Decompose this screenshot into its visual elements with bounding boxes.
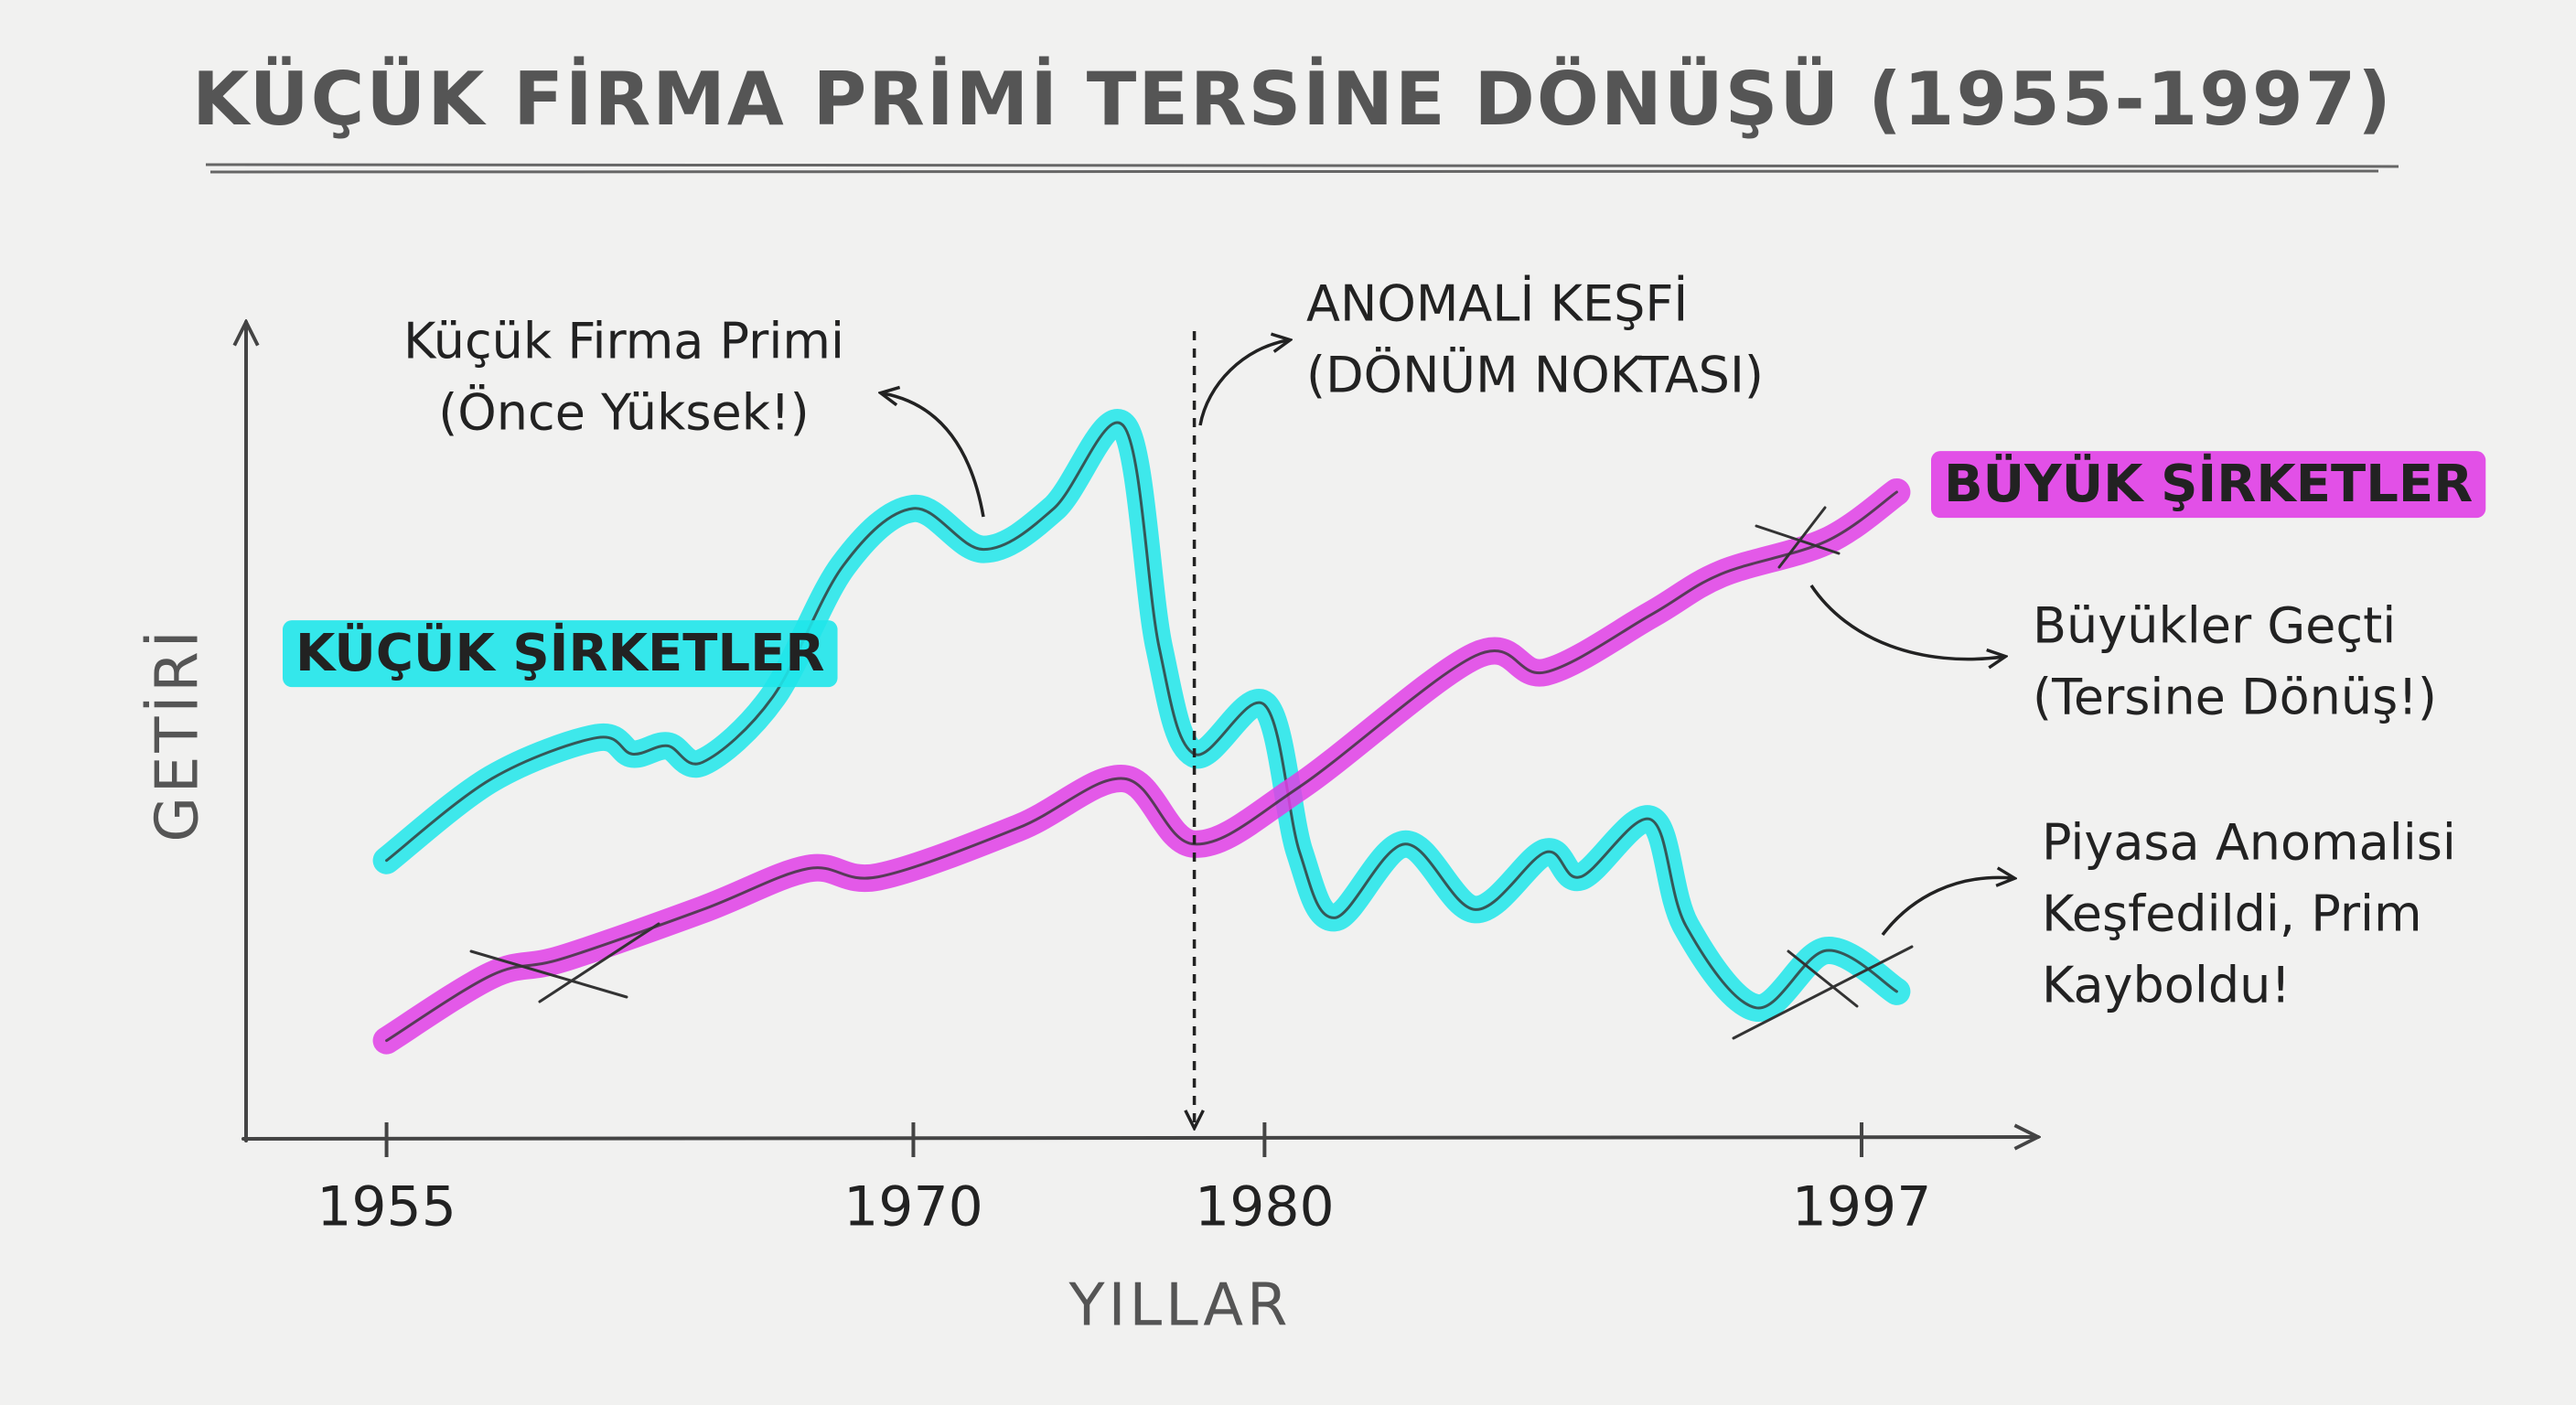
doodle-stroke	[1755, 524, 1841, 555]
x-tick-label: 1970	[843, 1175, 983, 1239]
legend-swatch	[1931, 451, 2486, 519]
annotation-text: Kayboldu!	[2042, 957, 2291, 1014]
legend-swatch	[283, 620, 838, 688]
series-line	[385, 490, 1898, 1043]
doodle-stroke	[1777, 506, 1827, 569]
annotation-arrow	[883, 393, 985, 518]
annotation-arrow	[1198, 340, 1288, 426]
annotation-text: (DÖNÜM NOKTASI)	[1306, 347, 1764, 404]
x-tick-label: 1955	[317, 1175, 456, 1239]
series-line	[385, 421, 1898, 1010]
legend-label: BÜYÜK ŞİRKETLER	[1944, 455, 2473, 514]
annotation-text: Keşfedildi, Prim	[2042, 885, 2422, 943]
x-tick-label: 1997	[1792, 1175, 1932, 1239]
annotation-text: (Önce Yüksek!)	[438, 384, 810, 442]
x-axis	[242, 1137, 2038, 1139]
x-tick-label: 1980	[1195, 1175, 1335, 1239]
annotation-arrow	[1881, 877, 2012, 937]
chart-title: KÜÇÜK FİRMA PRİMİ TERSİNE DÖNÜŞÜ (1955-1…	[192, 56, 2393, 142]
annotation-text: Piyasa Anomalisi	[2042, 814, 2456, 872]
doodle-stroke	[1732, 945, 1914, 1040]
annotation-text: Büyükler Geçti	[2033, 597, 2396, 655]
title-underline	[205, 163, 2399, 174]
doodle-stroke	[538, 922, 660, 1003]
annotation-text: Küçük Firma Primi	[403, 313, 844, 370]
doodle-stroke	[1787, 949, 1859, 1008]
doodle-stroke	[469, 949, 628, 999]
y-axis-label: GETİRİ	[144, 627, 212, 842]
annotation-text: ANOMALİ KEŞFİ	[1306, 275, 1688, 333]
x-axis-label: YILLAR	[1068, 1272, 1292, 1340]
annotation-text: (Tersine Dönüş!)	[2033, 669, 2437, 726]
legend-label: KÜÇÜK ŞİRKETLER	[295, 624, 825, 683]
annotation-arrow	[1809, 585, 2003, 660]
